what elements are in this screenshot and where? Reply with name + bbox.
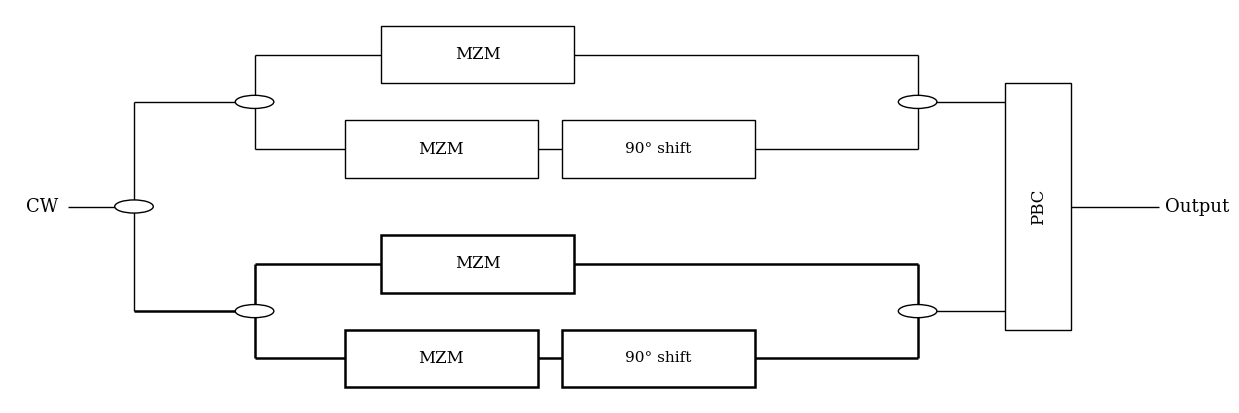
Circle shape <box>115 200 154 213</box>
Bar <box>563 120 755 178</box>
Text: CW: CW <box>26 197 58 216</box>
Text: Output: Output <box>1165 197 1229 216</box>
Bar <box>382 235 574 293</box>
Circle shape <box>235 95 274 109</box>
Bar <box>382 26 574 83</box>
Text: MZM: MZM <box>419 350 465 367</box>
Text: 90° shift: 90° shift <box>626 142 691 156</box>
Text: 90° shift: 90° shift <box>626 351 691 365</box>
Text: MZM: MZM <box>455 46 501 63</box>
Bar <box>344 120 538 178</box>
Text: PBC: PBC <box>1030 188 1047 225</box>
Bar <box>1005 83 1072 330</box>
Circle shape <box>898 95 937 109</box>
Text: MZM: MZM <box>455 255 501 273</box>
Circle shape <box>898 304 937 318</box>
Circle shape <box>235 304 274 318</box>
Text: MZM: MZM <box>419 140 465 158</box>
Bar <box>344 330 538 387</box>
Bar <box>563 330 755 387</box>
